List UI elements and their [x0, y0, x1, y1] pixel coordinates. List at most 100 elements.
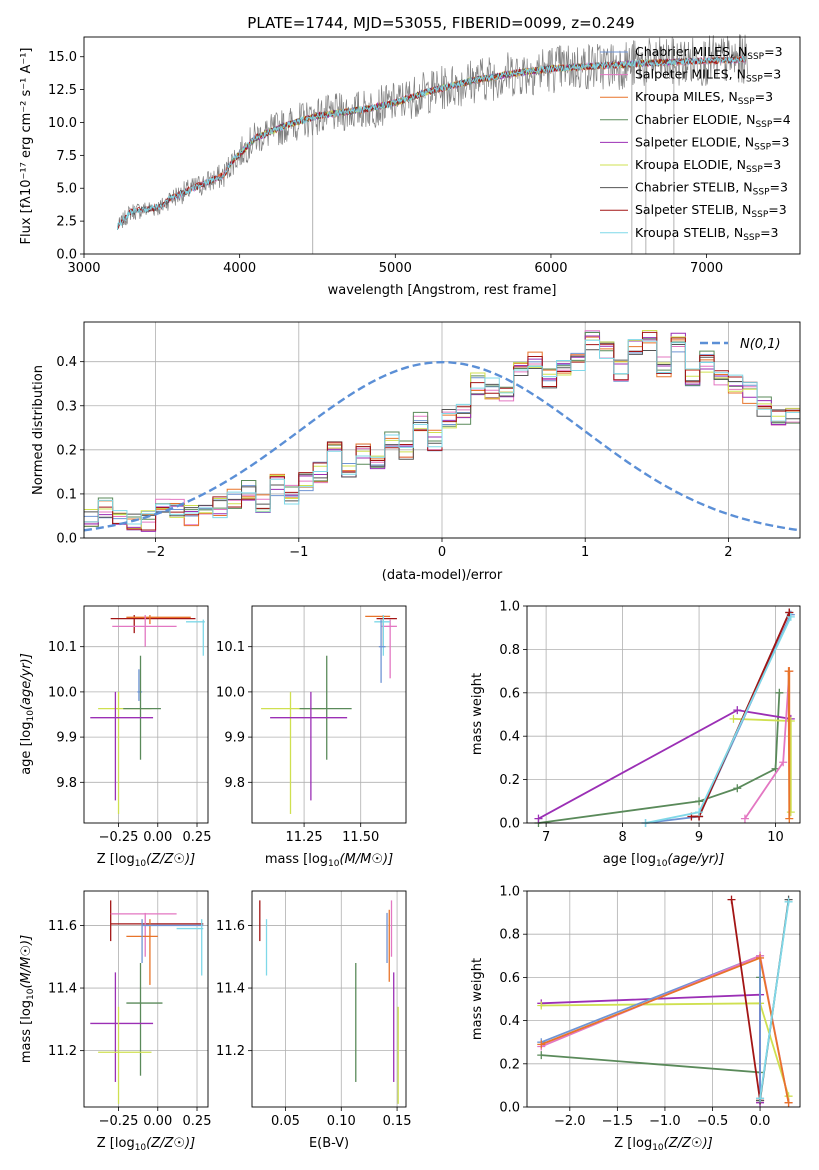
y-tick-label: 0.4	[499, 1014, 520, 1029]
y-tick-label: 0.4	[56, 355, 77, 370]
x-axis-label: Z [log10(Z/Z☉)]	[614, 1136, 712, 1153]
mass-vs-Z-panel: −0.25 0.00 0.25 11.2 11.4 11.6 Z [log10(Z/Z☉)]…	[19, 890, 211, 1153]
y-tick-label: 9.8	[56, 776, 77, 791]
y-tick-label: 10.0	[48, 685, 77, 700]
axes-frame	[83, 890, 209, 1108]
y-tick-label: 10.1	[216, 640, 245, 655]
axes-frame	[251, 890, 407, 1108]
y-axis-label: Flux [fλ10⁻¹⁷ erg cm⁻² s⁻¹ A⁻¹]	[19, 48, 34, 245]
series-line-kroupa_elodie	[733, 717, 792, 813]
figure-title: PLATE=1744, MJD=53055, FIBERID=0099, z=0…	[247, 14, 634, 32]
series-marker-salpeter_elodie	[534, 814, 543, 823]
series-marker-kroupa_stelib	[756, 1094, 765, 1103]
y-axis-label: age [log10(age/yr)]	[19, 653, 36, 775]
weight-vs-age-panel: 7 8 9 10 0.0 0.2 0.4 0.6 0.8 1.0 age [log10(age/yr…	[470, 600, 801, 869]
series-marker-kroupa_elodie	[729, 714, 738, 723]
spectrum-panel: 3000 4000 5000 6000 7000 0.0 2.5 5.0 7.5 10.0 12.5…	[19, 34, 801, 298]
series-line-chabrier_miles	[645, 614, 792, 824]
y-tick-label: 0.8	[499, 643, 520, 658]
x-tick-label: −2	[146, 545, 165, 560]
x-tick-label: 0.0	[750, 1114, 771, 1129]
x-tick-label: 0.10	[327, 1114, 356, 1129]
series-marker-chabrier_elodie	[537, 1051, 546, 1060]
x-tick-label: 9	[695, 830, 703, 845]
x-tick-label: 5000	[379, 261, 412, 276]
series-line-salpeter_elodie	[541, 993, 761, 1103]
series-marker-chabrier_elodie	[695, 797, 704, 806]
x-tick-label: −2.0	[554, 1114, 586, 1129]
series-marker-kroupa_stelib	[784, 897, 793, 906]
x-tick-label: 11.50	[342, 830, 379, 845]
x-tick-label: 0.00	[143, 830, 172, 845]
residuals-panel: −2 −1 0 1 2 0.0 0.1 0.2 0.3 0.4 Normed distributio…	[31, 321, 801, 583]
legend-label-salpeter_miles: Salpeter MILES, NSSP=3	[635, 67, 781, 85]
y-tick-label: 5.0	[56, 182, 77, 197]
x-axis-label: wavelength [Angstrom, rest frame]	[328, 283, 557, 298]
axes-frame	[83, 36, 801, 255]
y-tick-label: 0.1	[56, 487, 77, 502]
y-tick-label: 0.4	[499, 730, 520, 745]
x-axis-label: mass [log10(M/M☉)]	[265, 852, 393, 869]
age-vs-mass-panel: 11.25 11.50 9.8 9.9 10.0 10.1 mass [log10(M/M☉…	[216, 605, 407, 869]
series-marker-salpeter_stelib	[785, 608, 794, 617]
series-line-kroupa_stelib	[759, 901, 790, 1099]
y-tick-label: 11.4	[216, 982, 245, 997]
y-tick-label: 10.0	[48, 116, 77, 131]
x-tick-label: 1	[581, 545, 589, 560]
axes-frame	[526, 890, 801, 1108]
y-tick-label: 11.6	[48, 919, 77, 934]
axes-frame	[83, 321, 801, 539]
x-tick-label: 7	[542, 830, 550, 845]
series-marker-kroupa_stelib	[695, 808, 704, 817]
x-tick-label: 0.25	[183, 830, 212, 845]
legend-label-chabrier_stelib: Chabrier STELIB, NSSP=3	[635, 180, 788, 198]
series-marker-salpeter_elodie	[733, 706, 742, 715]
x-tick-label: 11.25	[285, 830, 322, 845]
y-tick-label: 9.9	[224, 731, 245, 746]
model-spectrum-kroupa_stelib	[117, 55, 746, 230]
axes-frame	[251, 605, 407, 824]
x-tick-label: −0.25	[99, 1114, 139, 1129]
x-tick-label: 3000	[67, 261, 100, 276]
age-vs-Z-panel: −0.25 0.00 0.25 9.8 9.9 10.0 10.1 Z [log10(Z/Z☉…	[19, 605, 212, 869]
legend-label-chabrier_miles: Chabrier MILES, NSSP=3	[635, 44, 783, 62]
x-tick-label: 6000	[534, 261, 567, 276]
x-tick-label: −1.0	[649, 1114, 681, 1129]
x-tick-label: 8	[618, 830, 626, 845]
legend-label-normal: N(0,1)	[740, 337, 781, 352]
series-marker-kroupa_miles	[785, 667, 794, 676]
y-tick-label: 11.2	[216, 1044, 245, 1059]
y-tick-label: 10.1	[48, 640, 77, 655]
y-tick-label: 0.8	[499, 928, 520, 943]
series-marker-salpeter_miles	[740, 814, 749, 823]
y-tick-label: 0.0	[499, 817, 520, 832]
x-tick-label: 4000	[223, 261, 256, 276]
x-tick-label: 2	[724, 545, 732, 560]
y-tick-label: 0.2	[499, 773, 520, 788]
y-tick-label: 0.6	[499, 971, 520, 986]
x-axis-label: (data-model)/error	[382, 568, 503, 583]
y-tick-label: 0.6	[499, 686, 520, 701]
axes-frame	[526, 605, 801, 824]
y-tick-label: 12.5	[48, 83, 77, 98]
y-axis-label: mass weight	[470, 958, 485, 1040]
y-tick-label: 1.0	[499, 600, 520, 615]
legend-label-kroupa_miles: Kroupa MILES, NSSP=3	[635, 89, 773, 107]
histogram-kroupa_stelib	[84, 339, 800, 536]
x-tick-label: 0.15	[383, 1114, 412, 1129]
y-axis-label: mass [log10(M/M☉)]	[19, 935, 36, 1063]
legend-label-salpeter_stelib: Salpeter STELIB, NSSP=3	[635, 202, 787, 220]
legend-label-kroupa_stelib: Kroupa STELIB, NSSP=3	[635, 225, 779, 243]
series-line-chabrier_elodie	[538, 692, 781, 824]
y-tick-label: 11.2	[48, 1044, 77, 1059]
observed-spectrum-line	[117, 34, 749, 230]
y-tick-label: 1.0	[499, 885, 520, 900]
series-line-kroupa_miles	[787, 671, 791, 819]
axes-frame	[83, 605, 209, 824]
y-tick-label: 15.0	[48, 50, 77, 65]
y-tick-label: 2.5	[56, 215, 77, 230]
mass-vs-EBV-panel: 0.05 0.10 0.15 11.2 11.4 11.6 E(B-V)	[216, 890, 412, 1151]
x-tick-label: −1.5	[602, 1114, 634, 1129]
y-axis-label: Normed distribution	[31, 365, 46, 495]
